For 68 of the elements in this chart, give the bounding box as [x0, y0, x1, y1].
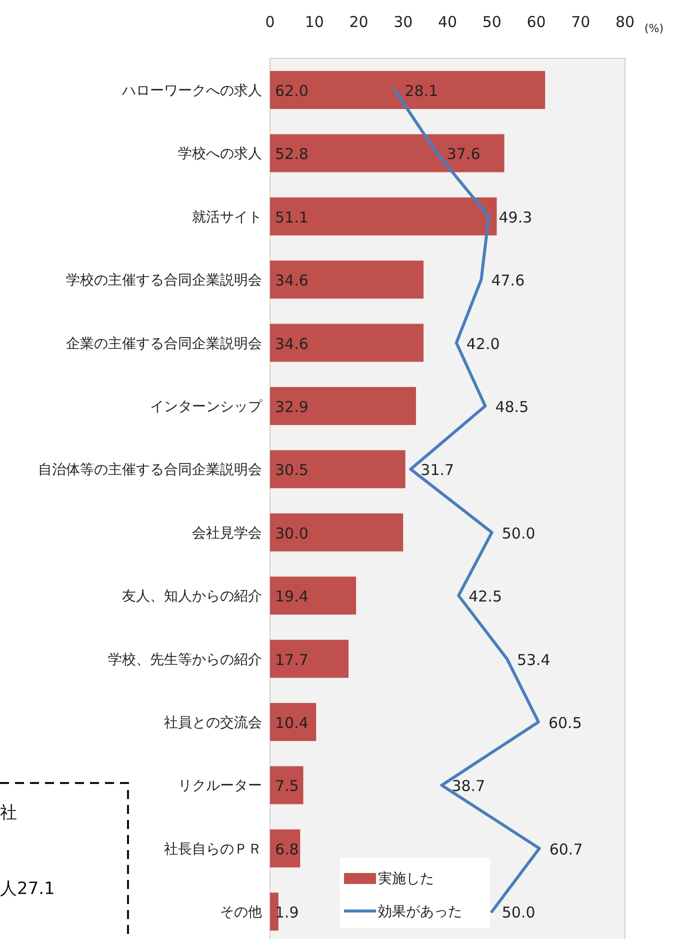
bar	[270, 576, 356, 615]
x-tick-label: 30	[394, 13, 413, 31]
data-label: 6.8	[275, 840, 299, 858]
bar	[270, 260, 424, 299]
data-label: 52.8	[275, 145, 308, 164]
x-tick-label: 10	[304, 13, 324, 31]
y-tick-label: 会社見学会	[192, 525, 262, 542]
data-label: 19.4	[275, 588, 308, 606]
data-label: 50.0	[502, 524, 536, 542]
data-label: 34.6	[275, 334, 308, 353]
bar	[270, 640, 349, 678]
data-label: 50.0	[502, 904, 536, 922]
data-label: 62.0	[275, 82, 308, 100]
y-tick-label: 就活サイト	[192, 209, 262, 226]
legend-label: 実施した	[378, 871, 434, 887]
x-tick-label: 0	[265, 13, 275, 31]
data-label: 30.5	[275, 461, 308, 480]
y-tick-label: その他	[220, 904, 262, 921]
data-label: 17.7	[275, 650, 308, 669]
bar	[270, 513, 404, 552]
data-label: 48.5	[495, 398, 529, 416]
y-tick-label: 社員との交流会	[164, 715, 262, 731]
bar	[270, 387, 416, 425]
bar	[270, 892, 278, 931]
x-tick-label: 80	[615, 13, 635, 31]
data-label: 30.0	[275, 524, 308, 542]
x-tick-label: 50	[482, 13, 502, 31]
text: 人27.1	[0, 879, 55, 899]
bar	[270, 324, 424, 362]
data-label: 42.0	[466, 334, 500, 353]
x-tick-label: 60	[526, 13, 546, 31]
legend-label: 効果があった	[378, 904, 462, 920]
data-label: 53.4	[516, 650, 550, 669]
data-label: 60.5	[548, 714, 582, 732]
data-label: 51.1	[275, 208, 308, 226]
y-tick-label: 学校の主催する合同企業説明会	[66, 272, 262, 289]
bar	[270, 197, 497, 236]
y-tick-label: 自治体等の主催する合同企業説明会	[38, 462, 262, 478]
y-tick-label: 学校への求人	[178, 146, 262, 162]
data-label: 28.1	[404, 82, 438, 100]
data-label: 60.7	[549, 840, 583, 858]
bar	[270, 450, 406, 488]
y-tick-label: ハローワークへの求人	[121, 83, 262, 99]
x-tick-label: 40	[438, 13, 458, 31]
text: 社	[0, 803, 17, 823]
data-label: 37.6	[446, 145, 480, 164]
bar	[270, 134, 504, 172]
x-tick-label: 20	[349, 13, 368, 31]
bar	[270, 71, 546, 109]
data-label: 31.7	[420, 461, 454, 480]
y-tick-label: 友人、知人からの紹介	[122, 588, 262, 605]
y-tick-label: 社長自らのＰＲ	[164, 841, 262, 858]
data-label: 47.6	[491, 272, 525, 290]
data-label: 49.3	[498, 208, 532, 226]
y-tick-label: 学校、先生等からの紹介	[108, 652, 262, 668]
data-label: 7.5	[275, 777, 299, 796]
bar	[270, 766, 304, 804]
x-axis-title: (%)	[644, 22, 664, 35]
data-label: 42.5	[468, 588, 502, 606]
data-label: 34.6	[275, 272, 308, 290]
data-label: 38.7	[452, 777, 486, 796]
x-tick-label: 70	[571, 13, 590, 31]
y-tick-label: リクルーター	[178, 778, 262, 794]
y-tick-label: 企業の主催する合同企業説明会	[66, 336, 262, 352]
data-label: 32.9	[275, 398, 308, 416]
y-tick-label: インターンシップ	[150, 399, 263, 415]
bar	[270, 703, 316, 741]
data-label: 10.4	[275, 714, 308, 732]
